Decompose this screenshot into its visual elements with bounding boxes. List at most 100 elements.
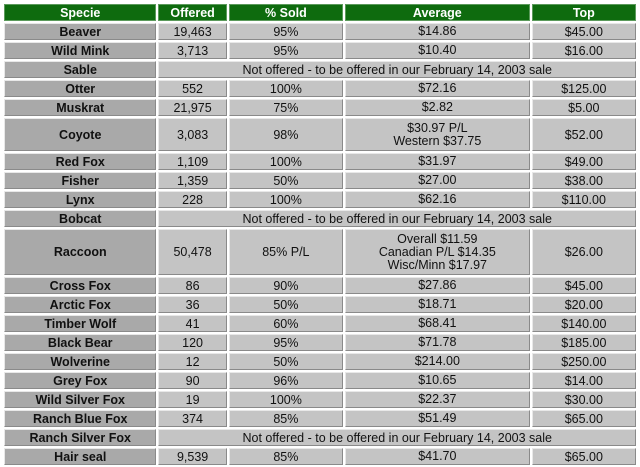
average-line: $68.41 — [418, 316, 457, 330]
average-cell: $22.37 — [345, 391, 530, 408]
average-line: $62.16 — [418, 192, 457, 206]
sold-cell: 95% — [228, 334, 344, 351]
average-line: $2.82 — [421, 100, 453, 114]
specie-cell: Raccoon — [4, 229, 157, 275]
top-cell: $49.00 — [531, 153, 636, 170]
table-row: Otter 552 100% $72.16 $125.00 — [4, 80, 636, 97]
offered-cell: 21,975 — [158, 99, 227, 116]
average-line: Canadian P/L $14.35 — [378, 244, 496, 259]
specie-cell: Hair seal — [4, 448, 157, 465]
table-row: Coyote 3,083 98% $30.97 P/L Western $37.75 $5… — [4, 118, 636, 151]
specie-cell: Black Bear — [4, 334, 157, 351]
header-top: Top — [531, 4, 636, 21]
sold-cell: 85% P/L — [228, 229, 344, 275]
average-line: Western $37.75 — [393, 133, 482, 148]
sold-cell: 60% — [228, 315, 344, 332]
sold-cell: 50% — [228, 296, 344, 313]
specie-cell: Red Fox — [4, 153, 157, 170]
average-line: $72.16 — [418, 81, 457, 95]
top-cell: $250.00 — [531, 353, 636, 370]
specie-cell: Wild Silver Fox — [4, 391, 157, 408]
specie-cell: Grey Fox — [4, 372, 157, 389]
table-row: Bobcat Not offered - to be offered in our… — [4, 210, 636, 227]
specie-cell: Ranch Blue Fox — [4, 410, 157, 427]
offered-cell: 36 — [158, 296, 227, 313]
average-cell: $41.70 — [345, 448, 530, 465]
average-cell: $18.71 — [345, 296, 530, 313]
offered-cell: 12 — [158, 353, 227, 370]
average-line: Overall $11.59 — [397, 231, 478, 246]
offered-cell: 1,109 — [158, 153, 227, 170]
sold-cell: 85% — [228, 448, 344, 465]
specie-cell: Bobcat — [4, 210, 157, 227]
top-cell: $140.00 — [531, 315, 636, 332]
top-cell: $65.00 — [531, 410, 636, 427]
sold-cell: 90% — [228, 277, 344, 294]
table-row: Wolverine 12 50% $214.00 $250.00 — [4, 353, 636, 370]
sold-cell: 100% — [228, 191, 344, 208]
sold-cell: 95% — [228, 42, 344, 59]
offered-cell: 3,083 — [158, 118, 227, 151]
offered-cell: 86 — [158, 277, 227, 294]
average-cell: $72.16 — [345, 80, 530, 97]
sold-cell: 100% — [228, 391, 344, 408]
average-line: $18.71 — [418, 297, 457, 311]
top-cell: $185.00 — [531, 334, 636, 351]
specie-cell: Wild Mink — [4, 42, 157, 59]
top-cell: $45.00 — [531, 23, 636, 40]
top-cell: $65.00 — [531, 448, 636, 465]
sold-cell: 100% — [228, 80, 344, 97]
table-row: Hair seal 9,539 85% $41.70 $65.00 — [4, 448, 636, 465]
average-line: Wisc/Minn $17.97 — [387, 257, 488, 272]
offered-cell: 90 — [158, 372, 227, 389]
top-cell: $52.00 — [531, 118, 636, 151]
top-cell: $38.00 — [531, 172, 636, 189]
offered-cell: 552 — [158, 80, 227, 97]
header-offered: Offered — [158, 4, 227, 21]
sold-cell: 50% — [228, 172, 344, 189]
header-row: Specie Offered % Sold Average Top — [4, 4, 636, 21]
average-cell: $68.41 — [345, 315, 530, 332]
offered-cell: 9,539 — [158, 448, 227, 465]
not-offered-note: Not offered - to be offered in our Febru… — [158, 429, 636, 446]
specie-cell: Beaver — [4, 23, 157, 40]
average-cell: $14.86 — [345, 23, 530, 40]
average-cell: Overall $11.59 Canadian P/L $14.35 Wisc/Mi… — [345, 229, 530, 275]
specie-cell: Arctic Fox — [4, 296, 157, 313]
top-cell: $125.00 — [531, 80, 636, 97]
table-row: Raccoon 50,478 85% P/L Overall $11.59 Canadi… — [4, 229, 636, 275]
average-line: $30.97 P/L — [407, 120, 468, 135]
sold-cell: 75% — [228, 99, 344, 116]
specie-cell: Wolverine — [4, 353, 157, 370]
average-line: $14.86 — [418, 24, 457, 38]
specie-cell: Sable — [4, 61, 157, 78]
average-line: $214.00 — [414, 354, 460, 368]
average-cell: $30.97 P/L Western $37.75 — [345, 118, 530, 151]
header-percent-sold: % Sold — [228, 4, 344, 21]
not-offered-note: Not offered - to be offered in our Febru… — [158, 210, 636, 227]
table-row: Ranch Silver Fox Not offered - to be offe… — [4, 429, 636, 446]
sold-cell: 50% — [228, 353, 344, 370]
table-row: Grey Fox 90 96% $10.65 $14.00 — [4, 372, 636, 389]
top-cell: $14.00 — [531, 372, 636, 389]
average-cell: $2.82 — [345, 99, 530, 116]
top-cell: $30.00 — [531, 391, 636, 408]
offered-cell: 228 — [158, 191, 227, 208]
offered-cell: 19,463 — [158, 23, 227, 40]
top-cell: $26.00 — [531, 229, 636, 275]
table-row: Lynx 228 100% $62.16 $110.00 — [4, 191, 636, 208]
offered-cell: 3,713 — [158, 42, 227, 59]
average-cell: $10.65 — [345, 372, 530, 389]
offered-cell: 41 — [158, 315, 227, 332]
offered-cell: 50,478 — [158, 229, 227, 275]
top-cell: $110.00 — [531, 191, 636, 208]
table-row: Red Fox 1,109 100% $31.97 $49.00 — [4, 153, 636, 170]
specie-cell: Otter — [4, 80, 157, 97]
offered-cell: 1,359 — [158, 172, 227, 189]
sold-cell: 98% — [228, 118, 344, 151]
table-row: Wild Silver Fox 19 100% $22.37 $30.00 — [4, 391, 636, 408]
average-cell: $214.00 — [345, 353, 530, 370]
average-line: $10.65 — [418, 373, 457, 387]
offered-cell: 374 — [158, 410, 227, 427]
average-cell: $27.86 — [345, 277, 530, 294]
